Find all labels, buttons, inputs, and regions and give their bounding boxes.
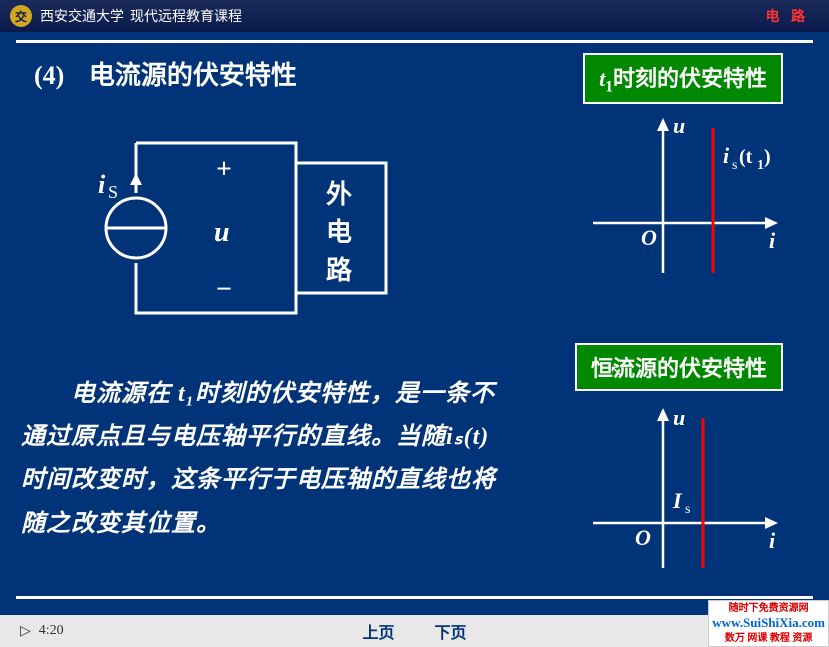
svg-text:−: − — [216, 274, 232, 305]
graph-t1: u i O i s (t 1 ) — [573, 113, 793, 293]
svg-text:u: u — [673, 113, 685, 138]
watermark-line2: www.SuiShiXia.com — [712, 615, 825, 632]
label-t1-characteristic: t1时刻的伏安特性 — [583, 53, 783, 104]
cursor-icon: ↖ — [610, 361, 623, 381]
institution-name: 西安交通大学 — [40, 6, 124, 26]
svg-text:i: i — [769, 528, 776, 553]
topic-label: 电 路 — [766, 6, 810, 26]
svg-text:I: I — [672, 488, 683, 513]
section-number: (4) — [34, 61, 64, 90]
body-paragraph: 电流源在 t₁时刻的伏安特性，是一条不通过原点且与电压轴平行的直线。当随iₛ(t… — [21, 373, 511, 546]
watermark: 随时下免费资源网 www.SuiShiXia.com 数万 网课 教程 资源 — [708, 600, 829, 647]
svg-text:(t: (t — [739, 146, 753, 168]
svg-text:电: 电 — [326, 218, 352, 247]
university-logo: 交 — [10, 5, 32, 27]
watermark-line1: 随时下免费资源网 — [712, 602, 825, 615]
play-icon[interactable]: ▷ — [20, 623, 31, 640]
circuit-diagram: i S + u − 外 电 路 — [86, 113, 406, 323]
timestamp: 4:20 — [39, 623, 64, 639]
watermark-line3: 数万 网课 教程 资源 — [712, 632, 825, 645]
footer-controls: ▷ 4:20 — [0, 623, 64, 640]
svg-text:u: u — [673, 405, 685, 430]
svg-text:1: 1 — [757, 158, 764, 173]
prev-page-button[interactable]: 上页 — [362, 619, 394, 643]
header-bar: 交 西安交通大学 现代远程教育课程 电 路 — [0, 0, 829, 32]
next-page-button[interactable]: 下页 — [435, 619, 467, 643]
svg-text:O: O — [641, 225, 657, 250]
svg-text:i: i — [98, 170, 106, 199]
course-name: 现代远程教育课程 — [130, 6, 242, 26]
svg-text:s: s — [732, 158, 737, 173]
svg-text:u: u — [214, 217, 230, 248]
svg-text:+: + — [216, 154, 232, 185]
svg-text:S: S — [108, 182, 118, 202]
graph-constant: u i O I s — [573, 403, 793, 583]
page-nav: 上页 下页 — [362, 619, 466, 643]
svg-text:s: s — [685, 502, 690, 517]
content-frame: (4) 电流源的伏安特性 t1时刻的伏安特性 恒流源的伏安特性 ↖ i — [16, 40, 813, 599]
svg-text:i: i — [769, 228, 776, 253]
svg-text:O: O — [635, 525, 651, 550]
main-slide: (4) 电流源的伏安特性 t1时刻的伏安特性 恒流源的伏安特性 ↖ i — [0, 32, 829, 615]
svg-text:i: i — [723, 143, 730, 168]
footer-bar: ▷ 4:20 上页 下页 随时下免费资源网 www.SuiShiXia.com … — [0, 615, 829, 647]
section-heading: 电流源的伏安特性 — [89, 61, 297, 90]
svg-text:): ) — [764, 146, 771, 168]
svg-text:外: 外 — [326, 180, 352, 209]
svg-text:路: 路 — [326, 255, 353, 285]
label-constant-characteristic: 恒流源的伏安特性 — [575, 343, 783, 391]
